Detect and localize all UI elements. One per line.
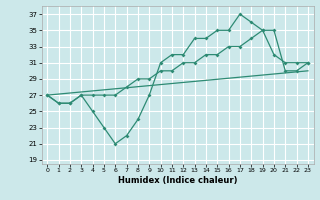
X-axis label: Humidex (Indice chaleur): Humidex (Indice chaleur)	[118, 176, 237, 185]
